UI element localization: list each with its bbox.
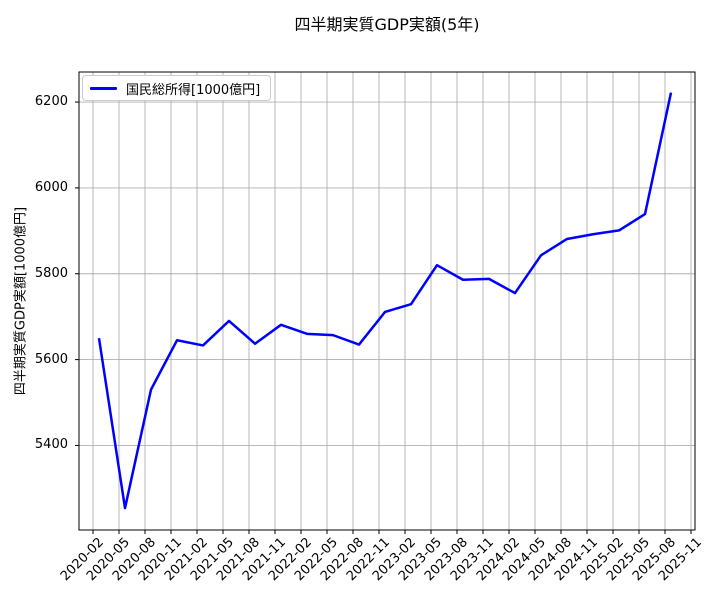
axes-frame bbox=[78, 71, 696, 531]
y-tick-label: 5400 bbox=[34, 437, 68, 453]
y-tick-label: 6200 bbox=[34, 94, 68, 110]
legend: 国民総所得[1000億円] bbox=[82, 75, 272, 101]
legend-label: 国民総所得[1000億円] bbox=[126, 82, 261, 98]
legend-line-swatch bbox=[90, 86, 117, 90]
data-line-series-0 bbox=[97, 92, 673, 510]
y-tick-label: 6000 bbox=[34, 179, 68, 195]
y-tick-label: 5800 bbox=[34, 265, 68, 281]
chart-title: 四半期実質GDP実額(5年) bbox=[294, 15, 480, 34]
y-tick-label: 5600 bbox=[34, 351, 68, 367]
